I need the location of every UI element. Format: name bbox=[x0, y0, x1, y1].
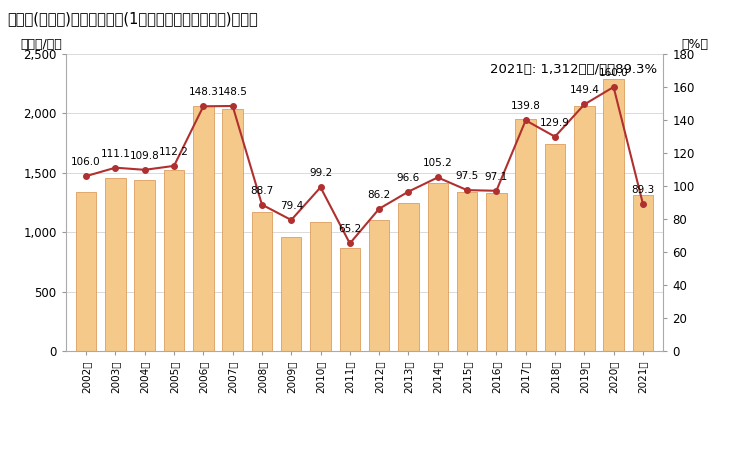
Text: ［%］: ［%］ bbox=[681, 38, 708, 51]
Text: 160.0: 160.0 bbox=[599, 68, 628, 78]
Text: ［万円/人］: ［万円/人］ bbox=[21, 38, 63, 51]
Text: 97.1: 97.1 bbox=[485, 172, 508, 182]
Bar bbox=[281, 237, 302, 351]
Text: 97.5: 97.5 bbox=[456, 171, 479, 181]
Bar bbox=[76, 192, 96, 351]
Text: 112.2: 112.2 bbox=[159, 147, 189, 157]
Bar bbox=[486, 193, 507, 351]
Text: 99.2: 99.2 bbox=[309, 168, 332, 178]
Text: 139.8: 139.8 bbox=[511, 101, 541, 111]
Bar bbox=[134, 180, 155, 351]
Bar bbox=[457, 192, 477, 351]
Bar bbox=[604, 79, 624, 351]
Bar bbox=[515, 119, 536, 351]
Text: 89.3: 89.3 bbox=[631, 184, 655, 194]
Bar bbox=[574, 106, 595, 351]
Text: 149.4: 149.4 bbox=[569, 86, 599, 95]
Text: 東根市(山形県)の労働生産性(1人当たり粗付加価値額)の推移: 東根市(山形県)の労働生産性(1人当たり粗付加価値額)の推移 bbox=[7, 11, 258, 26]
Text: 79.4: 79.4 bbox=[280, 201, 303, 211]
Bar bbox=[340, 248, 360, 351]
Text: 129.9: 129.9 bbox=[540, 117, 570, 128]
Bar bbox=[252, 212, 272, 351]
Bar bbox=[105, 178, 125, 351]
Text: 88.7: 88.7 bbox=[250, 185, 273, 196]
Text: 109.8: 109.8 bbox=[130, 151, 160, 161]
Text: 2021年: 1,312万円/人，89.3%: 2021年: 1,312万円/人，89.3% bbox=[491, 63, 658, 76]
Bar bbox=[427, 184, 448, 351]
Text: 106.0: 106.0 bbox=[71, 157, 101, 167]
Bar bbox=[164, 171, 184, 351]
Text: 148.3: 148.3 bbox=[188, 87, 218, 97]
Text: 105.2: 105.2 bbox=[423, 158, 453, 168]
Bar bbox=[311, 221, 331, 351]
Text: 111.1: 111.1 bbox=[101, 148, 130, 158]
Legend: 1人当たり粗付加価値額（左軸）, 対全国比（右軸）（右軸）: 1人当たり粗付加価値額（左軸）, 対全国比（右軸）（右軸） bbox=[217, 447, 512, 450]
Bar bbox=[545, 144, 565, 351]
Text: 96.6: 96.6 bbox=[397, 172, 420, 183]
Text: 86.2: 86.2 bbox=[367, 190, 391, 200]
Bar bbox=[398, 202, 418, 351]
Text: 65.2: 65.2 bbox=[338, 225, 362, 234]
Bar bbox=[369, 220, 389, 351]
Bar bbox=[633, 195, 653, 351]
Bar bbox=[193, 106, 214, 351]
Bar bbox=[222, 108, 243, 351]
Text: 148.5: 148.5 bbox=[218, 87, 248, 97]
